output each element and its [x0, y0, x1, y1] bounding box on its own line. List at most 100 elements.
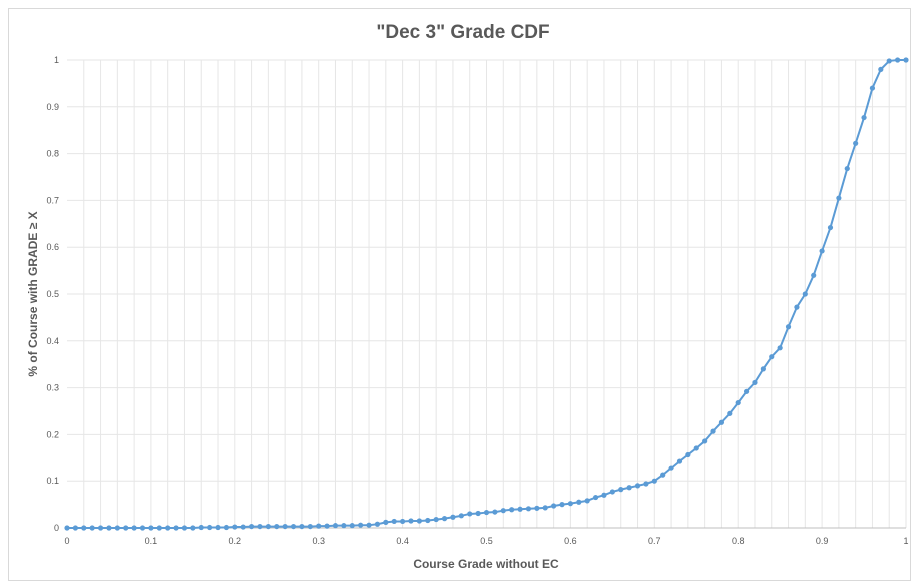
data-point: [509, 507, 515, 513]
y-tick-label: 0.6: [46, 242, 59, 252]
series-cdf: [64, 57, 909, 531]
x-tick-label: 1: [903, 536, 908, 546]
data-point: [391, 518, 397, 525]
data-point: [232, 524, 238, 530]
x-tick-label: 0.5: [480, 536, 493, 546]
x-tick-label: 0.6: [564, 536, 577, 546]
data-point: [584, 498, 590, 504]
data-point: [123, 525, 129, 531]
data-point: [718, 419, 725, 425]
data-point: [525, 506, 532, 512]
x-tick-label: 0.7: [648, 536, 661, 546]
x-tick-label: 0.4: [396, 536, 409, 546]
data-point: [408, 518, 414, 524]
data-point: [601, 492, 607, 498]
data-point: [240, 524, 246, 530]
x-axis-title: Course Grade without EC: [413, 557, 559, 571]
data-point: [89, 525, 95, 531]
data-point: [651, 478, 657, 484]
data-point: [827, 224, 834, 231]
data-point: [181, 525, 188, 531]
data-point: [693, 445, 699, 451]
data-point: [349, 523, 355, 529]
data-point: [802, 291, 808, 297]
data-point: [702, 438, 708, 444]
data-point: [139, 525, 146, 531]
data-point: [215, 524, 221, 531]
data-point: [567, 501, 574, 507]
data-point: [358, 522, 364, 528]
data-point: [72, 525, 78, 531]
data-point: [190, 525, 196, 531]
data-point: [769, 354, 775, 360]
data-point: [316, 523, 322, 529]
data-point: [676, 458, 683, 464]
data-point: [383, 519, 389, 525]
y-tick-label: 0.9: [46, 102, 59, 112]
data-point: [643, 481, 649, 487]
data-point: [618, 487, 624, 493]
data-point: [853, 140, 859, 146]
y-tick-label: 0.7: [46, 195, 59, 205]
x-tick-label: 0.1: [145, 536, 158, 546]
y-tick-label: 0.1: [46, 476, 59, 486]
data-point: [483, 509, 490, 516]
data-point: [81, 525, 87, 531]
data-point: [760, 366, 766, 372]
data-point: [819, 248, 825, 254]
data-point: [290, 523, 297, 530]
data-point: [467, 511, 473, 517]
y-axis-title: % of Course with GRADE ≥ X: [26, 211, 40, 376]
data-point: [324, 523, 330, 529]
data-point: [307, 523, 313, 530]
x-tick-label: 0.8: [732, 536, 745, 546]
data-point: [173, 525, 179, 531]
data-point: [878, 66, 884, 72]
data-point: [517, 506, 523, 512]
gridlines: [67, 59, 907, 528]
tick-labels: 0 0.1 0.2 0.3 0.4 0.5 0.6 0.7 0.8 0.9 1 0 0.1 0.2 0.3 0…: [46, 55, 908, 546]
data-point: [685, 451, 691, 458]
data-point: [785, 324, 792, 330]
data-point: [752, 379, 758, 386]
data-point: [441, 516, 448, 522]
data-point: [400, 518, 406, 525]
data-point: [743, 388, 750, 394]
data-point: [626, 485, 632, 491]
data-point: [156, 525, 162, 531]
data-point: [341, 523, 347, 529]
x-tick-label: 0: [64, 536, 69, 546]
data-point: [660, 472, 666, 478]
data-point: [257, 523, 263, 530]
x-tick-label: 0.2: [229, 536, 242, 546]
data-point: [450, 514, 456, 520]
y-tick-label: 0.5: [46, 289, 59, 299]
data-point: [534, 505, 540, 511]
data-point: [106, 525, 112, 531]
data-point: [416, 518, 422, 524]
data-point: [500, 508, 506, 514]
y-tick-label: 0.2: [46, 429, 59, 439]
data-point: [869, 85, 876, 91]
data-point: [576, 499, 582, 505]
y-tick-label: 0.4: [46, 336, 59, 346]
data-point: [609, 489, 615, 495]
data-point: [727, 410, 733, 416]
data-point: [710, 428, 716, 434]
data-point: [634, 483, 641, 489]
data-point: [861, 114, 867, 121]
data-point: [559, 502, 565, 508]
data-point: [433, 516, 439, 523]
y-tick-label: 0: [54, 523, 59, 533]
data-point: [735, 399, 741, 406]
chart-title: "Dec 3" Grade CDF: [376, 22, 549, 43]
data-point: [366, 522, 372, 528]
data-point: [458, 513, 464, 519]
y-tick-label: 1: [54, 55, 59, 65]
data-point: [265, 523, 271, 530]
data-point: [223, 524, 230, 531]
data-point: [886, 58, 892, 64]
y-tick-label: 0.3: [46, 383, 59, 393]
data-point: [131, 525, 137, 531]
